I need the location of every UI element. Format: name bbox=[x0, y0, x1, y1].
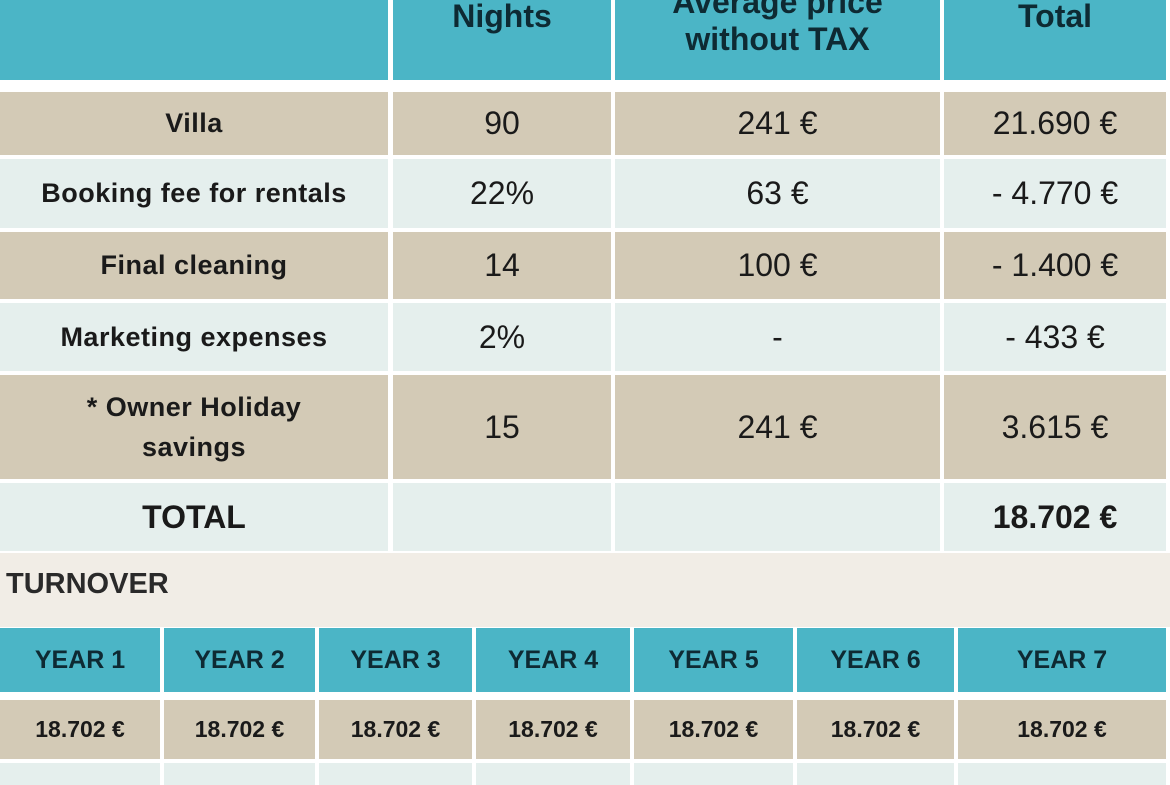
row-owner-holiday-price: 241 € bbox=[615, 375, 940, 479]
row-marketing-total: - 433 € bbox=[944, 303, 1166, 371]
cropped-row-cell bbox=[0, 763, 160, 785]
header-average-price: Average price without TAX bbox=[615, 0, 940, 80]
grand-total-empty-price bbox=[615, 483, 940, 551]
row-owner-holiday-label: * Owner Holiday savings bbox=[0, 375, 388, 479]
year-value-text: 18.702 € bbox=[508, 716, 598, 742]
row-final-cleaning-nights: 14 bbox=[393, 232, 611, 299]
year-label: YEAR 4 bbox=[507, 645, 599, 674]
header-total-label: Total bbox=[1017, 0, 1093, 34]
year-value-text: 18.702 € bbox=[1017, 716, 1107, 742]
row-marketing-nights: 2% bbox=[393, 303, 611, 371]
cell-text: 21.690 € bbox=[992, 105, 1118, 141]
row-final-cleaning-label: Final cleaning bbox=[0, 232, 388, 299]
cropped-row-cell bbox=[476, 763, 630, 785]
row-villa-label: Villa bbox=[0, 92, 388, 155]
turnover-title: TURNOVER bbox=[6, 568, 169, 600]
row-marketing-label: Marketing expenses bbox=[0, 303, 388, 371]
year-value-3: 18.702 € bbox=[319, 700, 472, 759]
row-label-line2: savings bbox=[141, 432, 247, 462]
cell-text: 241 € bbox=[737, 408, 818, 445]
year-header-3: YEAR 3 bbox=[319, 628, 472, 692]
cropped-row-cell bbox=[164, 763, 315, 785]
row-label-line1: * Owner Holiday bbox=[86, 391, 302, 422]
year-value-text: 18.702 € bbox=[830, 716, 921, 742]
header-average-price-line2: without TAX bbox=[685, 21, 870, 58]
row-booking-fee-price: 63 € bbox=[615, 159, 940, 228]
year-value-text: 18.702 € bbox=[35, 716, 125, 742]
row-label-text: Marketing expenses bbox=[60, 321, 328, 352]
row-final-cleaning-total: - 1.400 € bbox=[944, 232, 1166, 299]
row-booking-fee-nights: 22% bbox=[393, 159, 611, 228]
year-value-6: 18.702 € bbox=[797, 700, 954, 759]
row-label-text: Final cleaning bbox=[100, 250, 288, 281]
year-value-4: 18.702 € bbox=[476, 700, 630, 759]
grand-total-label: TOTAL bbox=[0, 483, 388, 551]
cell-text: - 1.400 € bbox=[991, 247, 1119, 283]
year-label: YEAR 3 bbox=[350, 645, 441, 674]
cell-text: 22% bbox=[469, 175, 535, 211]
cell-text: - bbox=[772, 318, 783, 355]
row-villa-nights: 90 bbox=[393, 92, 611, 155]
row-villa-total: 21.690 € bbox=[944, 92, 1166, 155]
year-value-text: 18.702 € bbox=[350, 716, 441, 742]
year-header-5: YEAR 5 bbox=[634, 628, 793, 692]
year-header-6: YEAR 6 bbox=[797, 628, 954, 692]
year-header-2: YEAR 2 bbox=[164, 628, 315, 692]
cell-text: 241 € bbox=[737, 105, 818, 141]
cell-text: 14 bbox=[484, 247, 520, 283]
header-nights: Nights bbox=[393, 0, 611, 80]
turnover-band bbox=[0, 553, 1170, 627]
cell-text: 2% bbox=[478, 318, 526, 355]
year-value-text: 18.702 € bbox=[668, 716, 759, 742]
year-label: YEAR 6 bbox=[830, 645, 921, 674]
grand-total-empty-nights bbox=[393, 483, 611, 551]
cropped-row-cell bbox=[958, 763, 1166, 785]
row-owner-holiday-total: 3.615 € bbox=[944, 375, 1166, 479]
header-empty-cell bbox=[0, 0, 388, 80]
row-booking-fee-label: Booking fee for rentals bbox=[0, 159, 388, 228]
year-label: YEAR 7 bbox=[1016, 645, 1108, 674]
grand-total-value: 18.702 € bbox=[944, 483, 1166, 551]
year-header-1: YEAR 1 bbox=[0, 628, 160, 692]
row-label-text: Booking fee for rentals bbox=[41, 178, 347, 209]
grand-total-label-text: TOTAL bbox=[142, 498, 246, 535]
year-label: YEAR 5 bbox=[668, 645, 759, 674]
grand-total-value-text: 18.702 € bbox=[992, 498, 1118, 535]
year-value-7: 18.702 € bbox=[958, 700, 1166, 759]
header-total: Total bbox=[944, 0, 1166, 80]
cell-text: 100 € bbox=[737, 247, 818, 283]
year-header-4: YEAR 4 bbox=[476, 628, 630, 692]
row-label-text: Villa bbox=[165, 108, 223, 139]
row-owner-holiday-nights: 15 bbox=[393, 375, 611, 479]
cropped-row-cell bbox=[634, 763, 793, 785]
row-booking-fee-total: - 4.770 € bbox=[944, 159, 1166, 228]
row-marketing-price: - bbox=[615, 303, 940, 371]
year-label: YEAR 1 bbox=[34, 645, 126, 674]
row-villa-price: 241 € bbox=[615, 92, 940, 155]
row-final-cleaning-price: 100 € bbox=[615, 232, 940, 299]
cropped-row-cell bbox=[797, 763, 954, 785]
year-value-5: 18.702 € bbox=[634, 700, 793, 759]
year-header-7: YEAR 7 bbox=[958, 628, 1166, 692]
cell-text: 15 bbox=[484, 408, 520, 445]
year-label: YEAR 2 bbox=[194, 645, 285, 674]
year-value-2: 18.702 € bbox=[164, 700, 315, 759]
header-nights-label: Nights bbox=[452, 0, 552, 34]
year-value-1: 18.702 € bbox=[0, 700, 160, 759]
cell-text: 63 € bbox=[746, 175, 809, 211]
year-value-text: 18.702 € bbox=[194, 716, 285, 742]
cell-text: - 433 € bbox=[1005, 318, 1105, 355]
cell-text: 3.615 € bbox=[1001, 408, 1109, 445]
cell-text: 90 bbox=[484, 105, 520, 141]
header-average-price-line1: Average price bbox=[672, 0, 883, 21]
cell-text: - 4.770 € bbox=[991, 175, 1119, 211]
cropped-row-cell bbox=[319, 763, 472, 785]
